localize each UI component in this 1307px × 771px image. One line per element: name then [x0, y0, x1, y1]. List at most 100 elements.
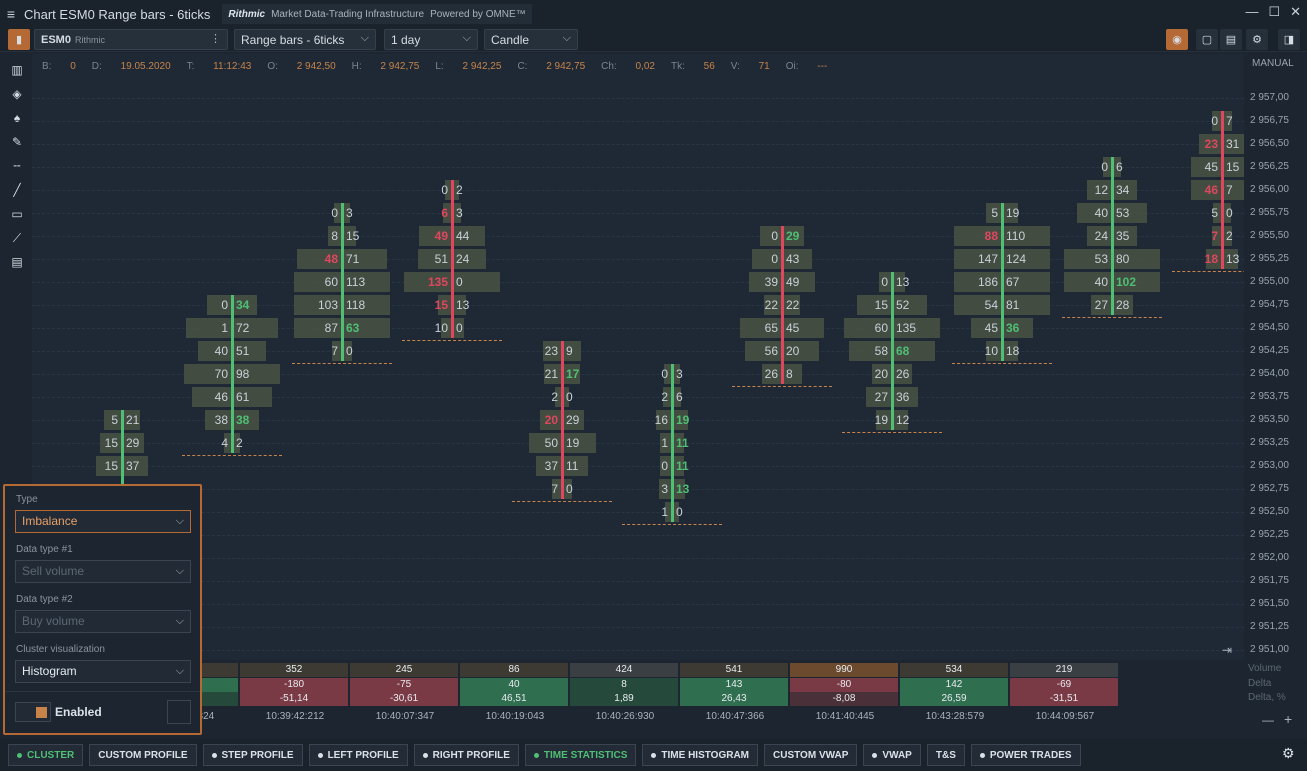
pencil-icon[interactable]: ✎	[11, 135, 23, 149]
zoom-out-icon[interactable]: —	[1262, 713, 1274, 727]
cluster-boundary	[1062, 317, 1162, 318]
viz-select[interactable]: Histogram ⌵	[15, 660, 191, 683]
gridline	[32, 259, 1244, 260]
sell-volume: 40	[214, 344, 228, 358]
sell-volume: 21	[544, 367, 558, 381]
symbol-selector[interactable]: ESM0 Rithmic ⋮	[34, 29, 228, 50]
delta_pct-cell: -31,51	[1010, 692, 1118, 706]
type-select[interactable]: Imbalance ⌵	[15, 510, 191, 533]
menu-icon[interactable]: ≡	[6, 6, 16, 22]
time-statistics: 569635224586424541990534219770-180-75408…	[32, 663, 1244, 707]
scroll-to-end-icon[interactable]: ⇥	[1222, 643, 1233, 657]
zoom-in-icon[interactable]: +	[1284, 711, 1293, 727]
panel-toggle-icon[interactable]: ▮	[8, 29, 30, 50]
volume-profile-icon[interactable]: ▤	[11, 255, 23, 269]
buy-volume: 0	[566, 390, 573, 404]
sell-volume: 4	[221, 436, 228, 450]
tab-right-profile[interactable]: RIGHT PROFILE	[413, 744, 519, 766]
sell-volume: 27	[874, 390, 888, 404]
tab-power-trades[interactable]: POWER TRADES	[970, 744, 1081, 766]
delta_pct-cell: 26,59	[900, 692, 1008, 706]
sell-volume: 186	[977, 275, 998, 289]
volume-bar	[1190, 180, 1244, 200]
sidebar-toggle-icon[interactable]: ◨	[1278, 29, 1300, 50]
trade-icon[interactable]: ◉	[1166, 29, 1188, 50]
delta_pct-cell: 26,43	[680, 692, 788, 706]
close-icon[interactable]: ✕	[1290, 4, 1301, 19]
cluster-boundary	[402, 340, 502, 341]
sell-volume: 70	[214, 367, 228, 381]
delta-pct-label: Delta, %	[1248, 692, 1286, 703]
layers-icon[interactable]: ◈	[12, 87, 22, 101]
time-label: 10:40:26:930	[595, 711, 655, 722]
status-dot-icon	[17, 752, 22, 758]
price-tick: 2 954,25	[1250, 345, 1289, 356]
price-tick: 2 956,50	[1250, 138, 1289, 149]
ohlc-key: B:	[42, 61, 52, 72]
alert-icon[interactable]: ♠	[13, 111, 21, 125]
buy-volume: 38	[236, 413, 250, 427]
tab-time-statistics[interactable]: TIME STATISTICS	[524, 744, 637, 766]
color-swatch[interactable]	[167, 700, 191, 724]
tab-t-s[interactable]: T&S	[926, 744, 965, 766]
tab-cluster[interactable]: CLUSTER	[8, 744, 84, 766]
style-value: Candle	[491, 32, 530, 47]
price-tick: 2 957,00	[1250, 92, 1289, 103]
dt2-value: Buy volume	[22, 614, 85, 628]
volume-cell: 245	[350, 663, 458, 677]
period-select[interactable]: 1 day ⌵	[384, 29, 478, 50]
more-icon[interactable]: ⋮	[210, 33, 221, 45]
mouse-icon[interactable]: ▢	[1196, 29, 1218, 50]
tab-custom-profile[interactable]: CUSTOM PROFILE	[89, 744, 197, 766]
enabled-toggle[interactable]	[15, 702, 51, 722]
tab-step-profile[interactable]: STEP PROFILE	[202, 744, 303, 766]
dt1-select[interactable]: Sell volume ⌵	[15, 560, 191, 583]
sell-volume: 49	[434, 229, 448, 243]
tab-time-histogram[interactable]: TIME HISTOGRAM	[642, 744, 759, 766]
buy-volume: 81	[1006, 298, 1020, 312]
status-dot-icon	[211, 752, 217, 758]
dt2-select[interactable]: Buy volume ⌵	[15, 610, 191, 633]
sell-volume: 15	[434, 298, 448, 312]
time-label: 10:40:19:043	[485, 711, 545, 722]
gridline	[32, 328, 1244, 329]
buy-volume: 18	[1006, 344, 1020, 358]
layout-icon[interactable]: ▤	[1220, 29, 1242, 50]
sell-volume: 60	[324, 275, 338, 289]
sell-volume: 27	[1094, 298, 1108, 312]
volume-cell: 86	[460, 663, 568, 677]
style-select[interactable]: Candle ⌵	[484, 29, 578, 50]
chevron-down-icon: ⌵	[175, 515, 184, 527]
buy-volume: 80	[1116, 252, 1130, 266]
cluster-settings-panel: Type Imbalance ⌵ Data type #1 Sell volume…	[3, 484, 202, 735]
ohlc-field: T: 11:12:43	[187, 61, 252, 72]
trend-line-icon[interactable]: ╱	[13, 183, 21, 197]
ohlc-value: 2 942,75	[377, 61, 420, 72]
minimize-icon[interactable]: —	[1245, 4, 1259, 19]
maximize-icon[interactable]: ☐	[1268, 4, 1281, 19]
fibonacci-icon[interactable]: ⟋	[12, 230, 22, 245]
settings-icon[interactable]: ⚙	[1246, 29, 1268, 50]
price-tick: 2 952,50	[1250, 506, 1289, 517]
tab-left-profile[interactable]: LEFT PROFILE	[308, 744, 408, 766]
ohlc-value: 2 942,25	[459, 61, 502, 72]
period-value: 1 day	[391, 32, 421, 47]
buy-volume: 8	[786, 367, 793, 381]
tab-vwap[interactable]: VWAP	[863, 744, 921, 766]
bottom-settings-icon[interactable]: ⚙	[1282, 745, 1295, 761]
price-axis[interactable]: 2 957,00 2 956,75 2 956,50 2 956,25 2 956,00…	[1246, 54, 1307, 660]
chart-area[interactable]: 5 21 15 29 15 37 0 34 1 72 40 51 70 98 46 61 38 38 4 2 0 3 8 15…	[32, 54, 1244, 660]
buy-volume: 43	[786, 252, 800, 266]
symbol-provider: Rithmic	[74, 34, 105, 45]
chevron-down-icon: ⌵	[175, 615, 184, 627]
ohlc-key: Oi:	[785, 61, 799, 72]
buy-volume: 0	[456, 275, 463, 289]
buy-volume: 34	[236, 298, 250, 312]
scale-mode[interactable]: MANUAL	[1252, 58, 1294, 69]
aggregation-select[interactable]: Range bars - 6ticks ⌵	[234, 29, 376, 50]
delta-cell: -69	[1010, 677, 1118, 692]
horizontal-line-icon[interactable]: ╌	[13, 159, 21, 173]
indicators-icon[interactable]: ▥	[11, 63, 23, 77]
tab-custom-vwap[interactable]: CUSTOM VWAP	[764, 744, 858, 766]
rectangle-icon[interactable]: ▭	[11, 207, 23, 221]
